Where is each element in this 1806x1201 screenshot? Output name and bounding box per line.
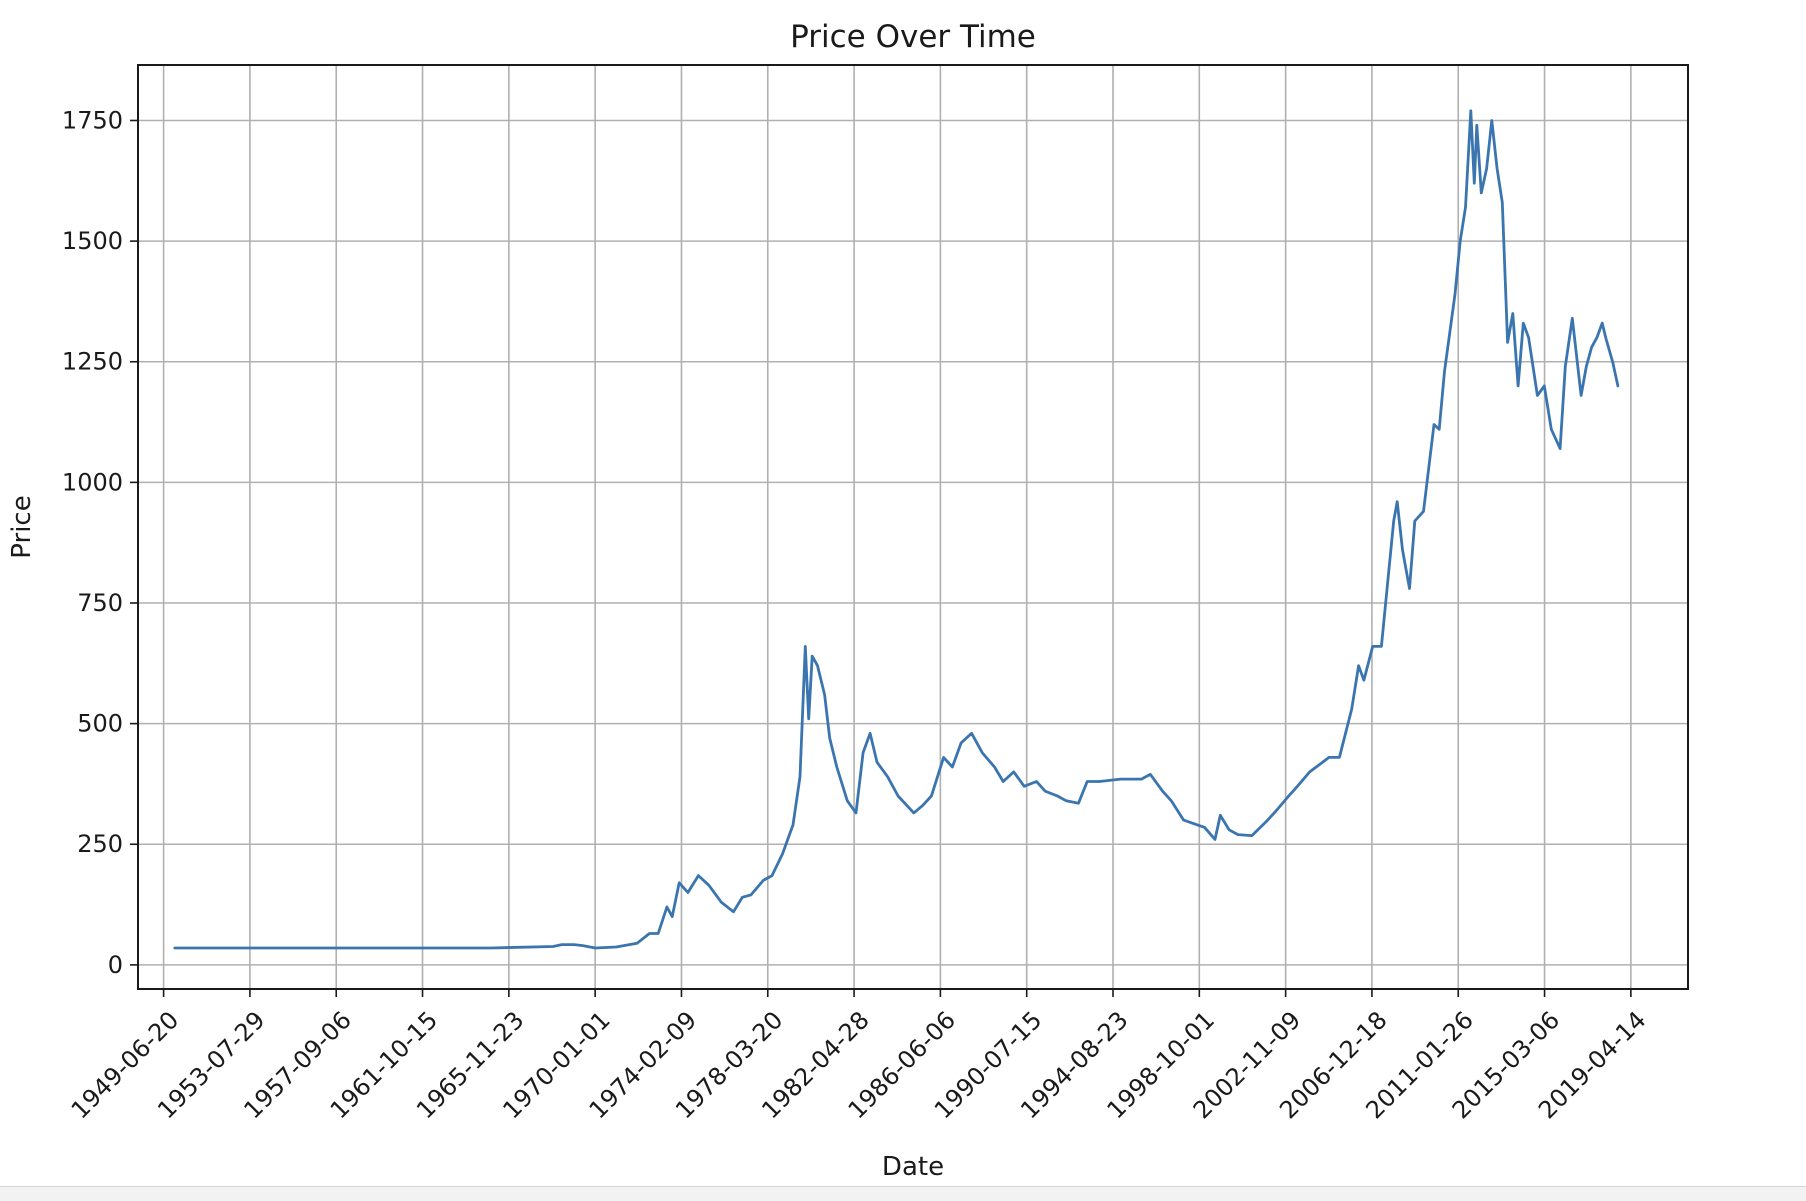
plot-area-frame (137, 64, 1689, 990)
series-group (173, 109, 1620, 950)
y-tick-label: 250 (77, 830, 123, 858)
grid-lines (138, 65, 1688, 989)
window-bottom-strip (0, 1186, 1806, 1201)
x-axis-label: Date (882, 1152, 944, 1182)
y-tick-label: 750 (77, 589, 123, 617)
y-tick-label: 1750 (62, 106, 123, 134)
y-tick-label: 1000 (62, 468, 123, 496)
chart-title: Price Over Time (790, 19, 1036, 55)
y-tick-label: 1250 (62, 348, 123, 376)
y-axis-label: Price (7, 495, 37, 558)
axis-ticks: 1949-06-201953-07-291957-09-061961-10-15… (62, 106, 1652, 1124)
y-tick-label: 0 (108, 951, 123, 979)
y-tick-label: 500 (77, 710, 123, 738)
y-tick-label: 1500 (62, 227, 123, 255)
price-series-line (173, 109, 1620, 950)
